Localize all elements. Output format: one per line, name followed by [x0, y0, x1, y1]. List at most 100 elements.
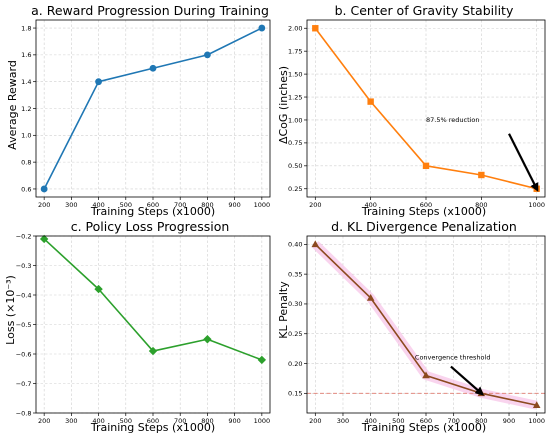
panel-b-annotation-text-0: 87.5% reduction	[426, 116, 480, 124]
panel-d-annotation-text-0: Convergence threshold	[415, 354, 491, 362]
panel-c-point-3	[203, 335, 212, 344]
panel-d-ylabel: KL Penalty	[277, 281, 290, 339]
panel-d-point-2	[422, 371, 430, 379]
panel-a-ytick-label-5: 1.6	[21, 51, 31, 59]
panel-a-point-2	[149, 64, 157, 72]
panel-a-xtick-label-8: 1000	[254, 201, 271, 209]
panel-d-xtick-label-2: 400	[364, 417, 376, 425]
panel-c-xtick-label-6: 800	[201, 417, 213, 425]
panel-c-ylabel: Loss (×10⁻³)	[4, 275, 17, 345]
panel-b-point-2	[422, 162, 430, 170]
panel-d-ytick-label-1: 0.20	[288, 360, 302, 368]
panel-c-xtick-label-8: 1000	[254, 417, 271, 425]
panel-a-xtick-label-2: 400	[92, 201, 104, 209]
panel-b-ylabel: ΔCoG (inches)	[277, 66, 290, 144]
panel-c-ytick-label-4: −0.6	[16, 350, 32, 358]
panel-b-point-1	[367, 98, 374, 105]
panel-a-ytick-label-2: 1.0	[21, 132, 31, 140]
panel-c-xlabel: Training Steps (x1000)	[90, 421, 215, 434]
panel-c-plot: 200 300 400 500 600 700 800 900 1000 −0.2 −0.3 −0.4…	[16, 232, 271, 425]
panel-d-xtick-label-6: 800	[475, 417, 487, 425]
panel-c-xtick-label-5: 700	[174, 417, 186, 425]
panel-d-xtick-label-8: 1000	[528, 417, 545, 425]
panel-b: b. Center of Gravity Stability Training …	[277, 3, 514, 218]
panel-b-xtick-label-1: 400	[364, 201, 376, 209]
panel-d-xtick-label-5: 700	[447, 417, 459, 425]
panel-d-xtick-label-1: 300	[337, 417, 349, 425]
panel-b-point-0	[312, 25, 319, 32]
panel-d-xlabel: Training Steps (x1000)	[361, 421, 486, 434]
panel-d-xtick-label-0: 200	[309, 417, 321, 425]
panel-a-xtick-label-3: 500	[120, 201, 132, 209]
panel-a-xlabel: Training Steps (x1000)	[90, 205, 215, 218]
panel-b-ytick-label-5: 1.50	[288, 70, 302, 78]
panel-a-title: a. Reward Progression During Training	[31, 3, 269, 18]
panel-d-ytick-label-0: 0.15	[288, 390, 302, 398]
panel-b-xtick-label-0: 200	[309, 201, 321, 209]
panel-d-ytick-label-5: 0.40	[288, 241, 302, 249]
panel-d-ytick-label-2: 0.25	[288, 330, 302, 338]
panel-a-point-0	[40, 185, 48, 193]
panel-b-ytick-label-0: 0.25	[288, 185, 302, 193]
panel-b-ytick-label-2: 0.75	[288, 139, 302, 147]
panel-c-ytick-label-2: −0.4	[16, 291, 32, 299]
panel-c-xtick-label-7: 900	[228, 417, 240, 425]
panel-b-plot: 200 400 600 800 1000 0.25 0.50 0.75 1.00 1.25 1.50…	[288, 19, 546, 209]
panel-c-ytick-label-3: −0.5	[16, 321, 32, 329]
panel-c-xtick-label-0: 200	[38, 417, 50, 425]
panel-d-annotation-arrow-0	[450, 365, 484, 396]
plot-layer: 200 300 400 500 600 700 800 900 1000 0.6 0.8 1.0 1.2…	[16, 19, 546, 425]
panel-d-ytick-label-4: 0.35	[288, 270, 302, 278]
panel-a-ytick-label-1: 0.8	[21, 158, 31, 166]
panel-b-point-3	[478, 171, 485, 179]
panel-b-ytick-label-7: 2.00	[288, 25, 302, 33]
panel-c-xtick-label-2: 400	[92, 417, 104, 425]
panel-c-title: c. Policy Loss Progression	[71, 219, 230, 234]
panel-b-xtick-label-3: 800	[475, 201, 487, 209]
panel-a-ytick-label-3: 1.2	[21, 105, 31, 113]
panel-d: d. KL Divergence Penalization Training S…	[277, 219, 517, 434]
panel-c: c. Policy Loss Progression Training Step…	[4, 219, 229, 434]
panel-a-xtick-label-5: 700	[174, 201, 186, 209]
panel-d-ytick-label-3: 0.30	[288, 300, 302, 308]
panel-d-xtick-label-7: 900	[503, 417, 515, 425]
panel-a-ytick-label-6: 1.8	[21, 24, 31, 32]
panel-c-point-0	[39, 234, 49, 244]
panel-b-ytick-label-6: 1.75	[288, 47, 302, 55]
panel-d-title: d. KL Divergence Penalization	[331, 219, 517, 234]
panel-a-xtick-label-0: 200	[38, 201, 50, 209]
panel-b-xlabel: Training Steps (x1000)	[361, 205, 486, 218]
panel-b-title: b. Center of Gravity Stability	[335, 3, 514, 18]
panel-a-point-1	[95, 78, 102, 86]
panel-a: a. Reward Progression During Training Tr…	[6, 3, 269, 218]
panel-c-xtick-label-3: 500	[120, 417, 132, 425]
panel-b-xtick-label-2: 600	[420, 201, 432, 209]
panel-a-xtick-label-7: 900	[228, 201, 240, 209]
panel-a-ytick-label-0: 0.6	[21, 185, 31, 193]
panel-d-point-0	[311, 240, 320, 248]
panel-a-xtick-label-1: 300	[65, 201, 77, 209]
panel-a-xtick-label-4: 600	[147, 201, 159, 209]
panel-a-point-3	[204, 51, 211, 59]
panel-c-point-1	[94, 284, 103, 294]
panel-c-xtick-label-4: 600	[147, 417, 159, 425]
panel-b-ytick-label-3: 1.00	[288, 116, 302, 124]
panel-a-plot: 200 300 400 500 600 700 800 900 1000 0.6 0.8 1.0 1.2…	[21, 19, 271, 209]
panel-c-point-2	[148, 346, 158, 356]
panel-b-ytick-label-1: 0.50	[288, 162, 302, 170]
panel-c-point-4	[257, 355, 267, 365]
panel-c-xtick-label-1: 300	[65, 417, 77, 425]
panel-a-xtick-label-6: 800	[201, 201, 213, 209]
panel-d-point-4	[532, 401, 541, 409]
panel-b-ytick-label-4: 1.25	[288, 93, 302, 101]
panel-c-ytick-label-6: −0.8	[16, 409, 32, 417]
panel-c-ytick-label-0: −0.2	[16, 232, 32, 240]
panel-a-ytick-label-4: 1.4	[21, 78, 31, 86]
panel-c-ytick-label-5: −0.7	[16, 380, 32, 388]
panel-a-point-4	[258, 24, 266, 32]
panel-a-ylabel: Average Reward	[6, 60, 19, 150]
panel-b-xtick-label-4: 1000	[528, 201, 545, 209]
panel-b-annotation-arrow-0	[508, 133, 539, 192]
panel-d-plot: 200 300 400 500 600 700 800 900 1000 0.15 0.20 0.25…	[288, 235, 546, 425]
